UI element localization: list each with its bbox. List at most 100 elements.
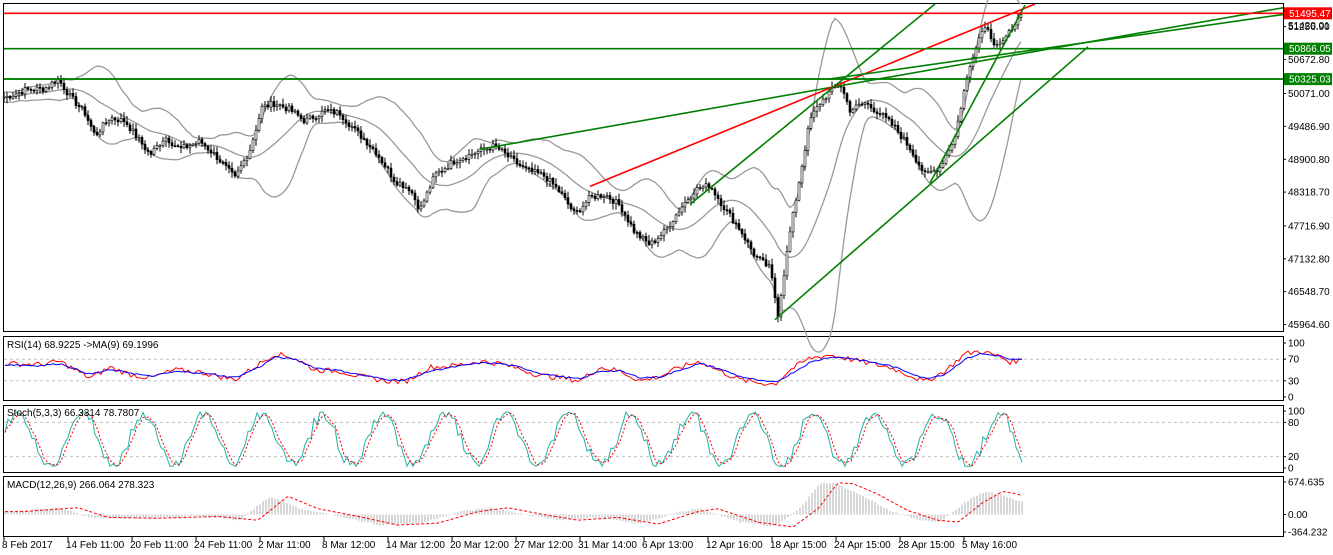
candle-body	[476, 151, 480, 154]
rsi-lines	[4, 350, 1023, 386]
candle-body	[386, 166, 390, 169]
candle-body	[134, 128, 138, 138]
candle-body	[968, 66, 972, 78]
price-tick-label: 47132.80	[1288, 254, 1330, 265]
candle-body	[431, 176, 435, 189]
candle-body	[197, 139, 201, 144]
candle-body	[944, 154, 948, 164]
candle-body	[254, 130, 258, 141]
candle-body	[848, 101, 852, 113]
candle-body	[47, 87, 51, 89]
stoch-lines	[4, 410, 1023, 468]
candle-body	[941, 163, 945, 168]
candle-body	[812, 110, 816, 118]
candle-body	[488, 148, 492, 151]
candle-body	[509, 155, 513, 158]
candle-body	[383, 162, 387, 168]
candle-body	[98, 131, 102, 136]
candle-body	[371, 146, 375, 149]
candle-body	[305, 117, 309, 124]
level-price-label: 50866.05	[1289, 44, 1331, 55]
candle-body	[575, 210, 579, 212]
candle-body	[524, 166, 528, 169]
candle-body	[938, 167, 942, 173]
candle-body	[884, 113, 888, 118]
candle-body	[125, 121, 129, 126]
candle-body	[128, 124, 132, 132]
candle-body	[194, 143, 198, 145]
candle-body	[425, 191, 429, 202]
time-tick-label: 8 Feb 2017	[2, 540, 53, 551]
candle-body	[749, 241, 753, 250]
candle-body	[626, 214, 630, 223]
candle-body	[338, 110, 342, 116]
axis-tick-label: 674.635	[1288, 478, 1325, 489]
candle-body	[701, 186, 705, 189]
time-tick-label: 24 Feb 11:00	[194, 540, 253, 551]
candle-body	[704, 183, 708, 188]
candle-body	[320, 110, 324, 117]
candle-body	[131, 128, 135, 132]
candle-body	[764, 259, 768, 267]
candle-body	[584, 202, 588, 207]
candle-body	[632, 223, 636, 233]
candle-body	[782, 275, 786, 296]
candle-body	[443, 168, 447, 172]
candle-body	[515, 158, 519, 165]
candle-body	[188, 145, 192, 148]
candle-body	[350, 126, 354, 128]
candle-body	[821, 98, 825, 105]
price-tick-label: 48318.70	[1288, 188, 1330, 199]
candle-body	[290, 105, 294, 112]
candle-body	[215, 152, 219, 161]
candle-body	[107, 120, 111, 124]
candle-body	[104, 122, 108, 125]
candle-body	[551, 178, 555, 185]
candle-body	[659, 235, 663, 240]
candle-body	[779, 295, 783, 318]
candle-body	[653, 240, 657, 243]
candle-body	[602, 196, 606, 198]
candle-body	[155, 145, 159, 149]
candle-body	[620, 204, 624, 213]
candle-body	[158, 145, 162, 147]
candle-body	[908, 144, 912, 151]
candle-body	[434, 172, 438, 178]
candle-body	[146, 149, 150, 152]
candle-body	[776, 297, 780, 318]
candle-body	[203, 143, 207, 147]
candle-body	[44, 87, 48, 92]
rsi-ma-line	[5, 352, 1022, 383]
candle-body	[773, 277, 777, 298]
trendlines	[4, 4, 1283, 321]
candle-body	[167, 137, 171, 144]
candle-body	[230, 167, 234, 173]
candle-body	[248, 150, 252, 159]
candle-body	[896, 125, 900, 133]
candle-body	[239, 165, 243, 172]
candle-body	[2, 97, 6, 99]
candle-body	[785, 251, 789, 277]
candle-body	[329, 109, 333, 111]
candle-body	[929, 170, 933, 173]
candle-body	[149, 151, 153, 155]
candle-body	[863, 102, 867, 105]
candle-body	[41, 87, 45, 92]
candle-body	[311, 115, 315, 119]
time-tick-label: 8 Mar 12:00	[322, 540, 376, 551]
candle-body	[920, 165, 924, 172]
candle-body	[983, 27, 987, 32]
candle-body	[233, 171, 237, 177]
candle-body	[92, 126, 96, 133]
candle-body	[677, 211, 681, 216]
candle-body	[494, 143, 498, 146]
candle-body	[101, 122, 105, 133]
candle-body	[29, 89, 33, 91]
candle-body	[902, 137, 906, 140]
candle-body	[890, 118, 894, 126]
candle-body	[281, 104, 285, 108]
candle-body	[179, 146, 183, 149]
candle-body	[518, 163, 522, 167]
